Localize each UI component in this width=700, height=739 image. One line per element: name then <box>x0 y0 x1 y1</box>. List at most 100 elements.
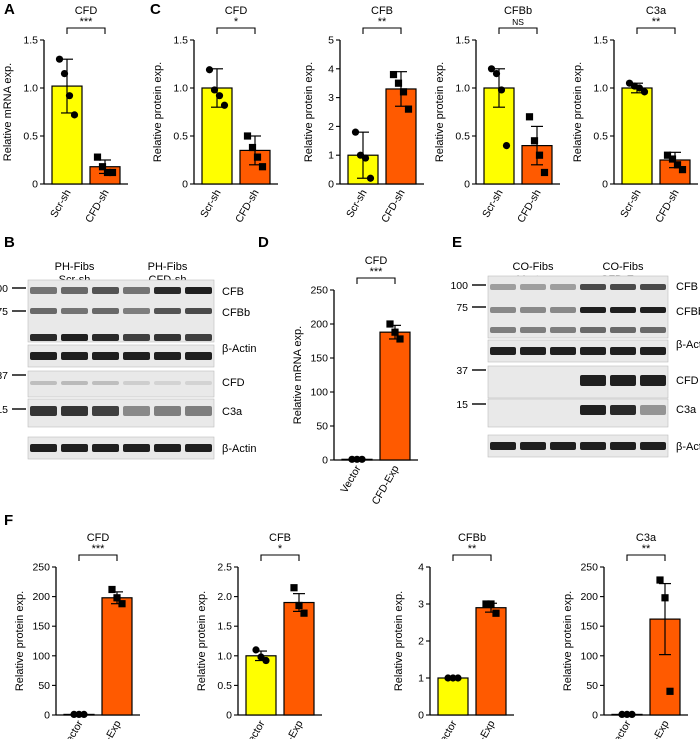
y-tick-label: 1.0 <box>173 83 188 95</box>
blot-band <box>550 327 576 333</box>
data-point <box>635 84 644 92</box>
blot-band <box>640 375 666 386</box>
y-tick-label: 50 <box>38 680 50 692</box>
panel-letter-e: E <box>452 234 462 251</box>
x-tick-label: CFD-Exp <box>92 718 124 739</box>
y-tick-label: 2.0 <box>217 591 232 603</box>
data-point <box>502 142 511 150</box>
blot-band <box>610 347 636 355</box>
blot-band <box>490 442 516 450</box>
blot-band <box>580 347 606 355</box>
chart-title: CFD <box>75 5 98 17</box>
blot-band <box>123 287 150 294</box>
panel-letter-c: C <box>150 1 161 18</box>
significance-label: ** <box>468 543 477 555</box>
data-point <box>497 86 506 94</box>
blot-band <box>640 327 666 333</box>
x-tick-label: CFD-sh <box>379 187 408 224</box>
data-point <box>530 137 539 145</box>
blot-band <box>640 405 666 415</box>
data-point <box>98 163 107 171</box>
blot-band <box>580 442 606 450</box>
data-point <box>257 653 265 661</box>
blot-band <box>185 406 212 416</box>
blot-band <box>185 334 212 341</box>
band-label: CFD <box>222 377 245 389</box>
data-point <box>666 687 674 695</box>
y-axis-label: Relative protein exp. <box>434 62 446 162</box>
x-tick-label: CFD-sh <box>653 187 682 224</box>
y-tick-label: 1 <box>418 673 424 685</box>
y-tick-label: 3 <box>328 92 334 104</box>
band-label: C3a <box>222 406 243 418</box>
y-axis-label: Relative protein exp. <box>14 591 26 691</box>
data-point <box>70 710 78 719</box>
chart-title: C3a <box>646 5 667 17</box>
chart-title: CFBb <box>458 532 486 544</box>
y-tick-label: 1.5 <box>217 621 232 633</box>
y-tick-label: 2 <box>328 121 334 133</box>
y-tick-label: 150 <box>32 621 50 633</box>
data-point <box>215 92 224 100</box>
y-tick-label: 0 <box>418 710 424 722</box>
blot-band <box>61 352 88 360</box>
data-point <box>492 70 501 78</box>
data-point <box>70 111 79 119</box>
y-tick-label: 1 <box>328 150 334 162</box>
y-tick-label: 100 <box>32 650 50 662</box>
blot-band <box>154 287 181 294</box>
data-point <box>300 609 308 617</box>
blot-band <box>154 352 181 360</box>
y-tick-label: 150 <box>580 621 598 633</box>
data-point <box>258 163 267 171</box>
data-point <box>252 646 260 654</box>
significance-bracket <box>260 554 300 561</box>
blot-group-label: CO-Fibs <box>513 261 554 273</box>
band-label: CFBb <box>222 307 250 319</box>
y-tick-label: 0 <box>602 179 608 191</box>
band-label: CFD <box>676 375 699 387</box>
blot-band <box>30 444 57 452</box>
y-tick-label: 1.0 <box>593 83 608 95</box>
x-tick-label: CFD-Exp <box>466 718 498 739</box>
blot-strip <box>487 339 669 363</box>
blot-band <box>92 406 119 416</box>
significance-label: ** <box>378 16 387 28</box>
x-tick-label: Vector <box>338 463 364 495</box>
mw-marker: 75 <box>456 302 468 314</box>
significance-label: *** <box>80 16 94 28</box>
chart-title: CFD <box>87 532 110 544</box>
data-point <box>348 455 356 463</box>
significance-bracket <box>452 554 492 561</box>
data-point <box>103 168 112 177</box>
significance-bracket <box>216 27 256 34</box>
blot-band <box>185 308 212 314</box>
blot-band <box>154 334 181 341</box>
blot-band <box>550 307 576 313</box>
mw-marker: 15 <box>456 399 468 411</box>
blot-band <box>123 352 150 360</box>
mw-marker: 37 <box>456 365 468 377</box>
blot-band <box>154 444 181 452</box>
significance-bracket <box>356 277 396 284</box>
panel-letter-d: D <box>258 234 269 251</box>
chart-title: CFD <box>365 255 388 267</box>
x-tick-label: Scr-sh <box>618 187 644 219</box>
mw-marker: 15 <box>0 404 8 416</box>
y-tick-label: 250 <box>32 562 50 574</box>
bar-chart-cfb-f: 0 0.5 1.0 1.5 2.0 2.5 Relative protein exp. CFB… <box>196 532 322 739</box>
x-tick-label: Scr-sh <box>48 187 74 219</box>
chart-title: CFB <box>269 532 291 544</box>
blot-band <box>640 442 666 450</box>
bar-cfd-exp <box>283 601 315 716</box>
data-point <box>404 105 413 113</box>
y-tick-label: 0 <box>182 179 188 191</box>
data-point <box>93 153 102 161</box>
x-tick-label: CFD-sh <box>233 187 262 224</box>
blot-band <box>92 352 119 360</box>
x-tick-label: Vector <box>242 718 268 739</box>
y-tick-label: 1.5 <box>455 35 470 47</box>
blot-group-label: PH-Fibs <box>55 261 95 273</box>
data-point <box>262 656 270 665</box>
